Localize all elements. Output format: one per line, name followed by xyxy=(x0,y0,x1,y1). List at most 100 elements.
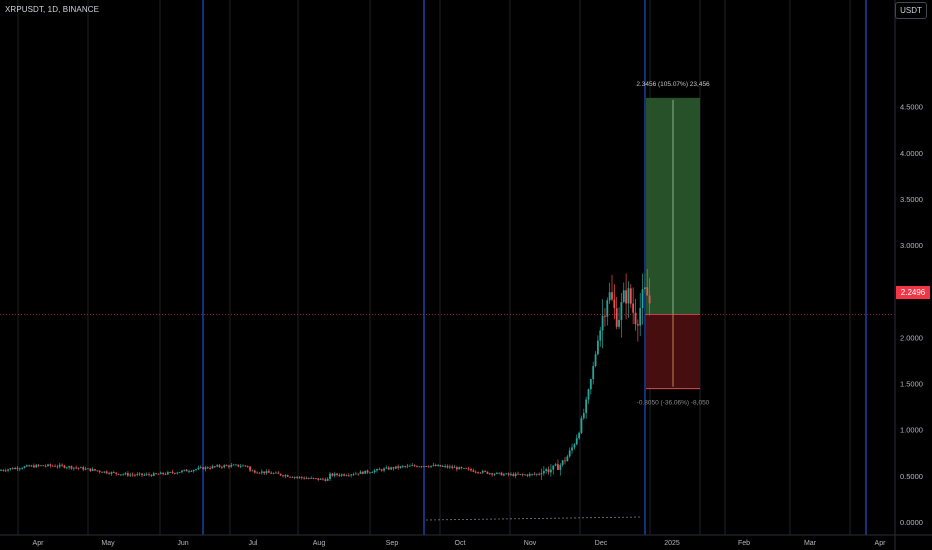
candle-body xyxy=(176,472,179,474)
candle-body xyxy=(265,471,268,474)
candle-body xyxy=(629,288,632,304)
candle-body xyxy=(571,447,573,451)
candle-body xyxy=(148,474,150,475)
x-tick-label: Dec xyxy=(595,540,608,547)
candle-body xyxy=(61,464,63,466)
candle-body xyxy=(627,288,630,304)
candle-body xyxy=(441,466,444,467)
candle-body xyxy=(488,473,491,475)
candle-body xyxy=(636,324,639,326)
candle-body xyxy=(122,474,125,476)
candle-body xyxy=(632,303,635,313)
candle-body xyxy=(42,465,45,467)
candle-body xyxy=(432,464,435,466)
candle-body xyxy=(150,474,153,476)
candle-body xyxy=(463,468,465,469)
candle-body xyxy=(131,474,134,476)
candle-body xyxy=(392,467,395,469)
candle-body xyxy=(611,292,613,300)
candle-body xyxy=(618,319,620,327)
candle-body xyxy=(279,473,282,476)
candle-body xyxy=(134,474,136,476)
candle-body xyxy=(606,300,609,317)
candle-body xyxy=(315,478,317,480)
candle-body xyxy=(498,472,501,474)
candle-body xyxy=(115,472,118,474)
candle-body xyxy=(336,473,338,476)
candle-body xyxy=(164,474,167,475)
candle-body xyxy=(493,473,496,475)
candle-body xyxy=(239,466,242,467)
candle-body xyxy=(72,467,75,469)
last-price-tag: 2.2496 xyxy=(896,286,930,299)
candle-body xyxy=(573,444,576,448)
candle-body xyxy=(298,476,301,478)
candle-body xyxy=(56,466,59,468)
candle-body xyxy=(77,467,80,469)
candle-body xyxy=(362,471,364,474)
candle-body xyxy=(199,467,202,469)
candle-body xyxy=(84,468,87,470)
candle-body xyxy=(145,474,148,475)
candle-body xyxy=(510,474,512,475)
candle-body xyxy=(258,472,261,474)
candle-body xyxy=(465,468,468,469)
candle-body xyxy=(21,468,24,469)
candle-body xyxy=(300,476,303,478)
candle-body xyxy=(282,475,284,477)
candle-body xyxy=(357,473,360,475)
candle-body xyxy=(303,477,306,479)
candle-body xyxy=(75,467,78,469)
candle-body xyxy=(249,466,251,471)
candle-body xyxy=(183,469,186,471)
candle-body xyxy=(390,467,392,470)
candle-body xyxy=(359,471,362,475)
candle-body xyxy=(383,468,385,471)
candle-body xyxy=(112,472,115,473)
candle-body xyxy=(451,466,454,468)
candle-body xyxy=(519,474,522,476)
candle-body xyxy=(275,472,277,474)
candle-body xyxy=(439,465,442,467)
candle-body xyxy=(413,465,416,467)
candle-body xyxy=(70,466,73,469)
candle-body xyxy=(124,473,127,475)
candle-body xyxy=(470,468,472,471)
candle-body xyxy=(599,330,602,341)
candle-body xyxy=(371,472,374,473)
candle-body xyxy=(615,308,618,327)
candle-body xyxy=(524,474,526,476)
candle-body xyxy=(9,468,12,470)
candle-body xyxy=(91,469,94,471)
x-tick-label: Apr xyxy=(33,540,45,547)
candle-body xyxy=(105,471,108,474)
candle-body xyxy=(646,287,649,296)
candle-body xyxy=(338,475,341,476)
y-tick-label: 0.5000 xyxy=(900,472,923,481)
candle-body xyxy=(260,471,263,473)
currency-button[interactable]: USDT xyxy=(895,2,927,19)
candle-body xyxy=(63,465,66,468)
candle-body xyxy=(197,467,200,470)
candle-body xyxy=(557,464,559,470)
candle-body xyxy=(437,465,439,467)
candle-body xyxy=(65,467,68,469)
candle-body xyxy=(209,468,212,469)
candle-body xyxy=(68,466,71,468)
candle-body xyxy=(87,468,89,470)
candle-body xyxy=(110,472,113,474)
candle-body xyxy=(54,465,56,467)
candle-body xyxy=(98,470,101,472)
candle-body xyxy=(613,299,616,309)
candle-body xyxy=(171,472,174,473)
candle-body xyxy=(101,471,103,473)
candle-body xyxy=(202,467,204,470)
candle-body xyxy=(174,472,176,474)
candle-body xyxy=(427,466,430,468)
x-tick-label: Apr xyxy=(875,540,887,547)
candle-body xyxy=(587,389,590,400)
candle-body xyxy=(545,469,548,471)
candle-body xyxy=(291,477,294,478)
candle-body xyxy=(286,475,289,477)
